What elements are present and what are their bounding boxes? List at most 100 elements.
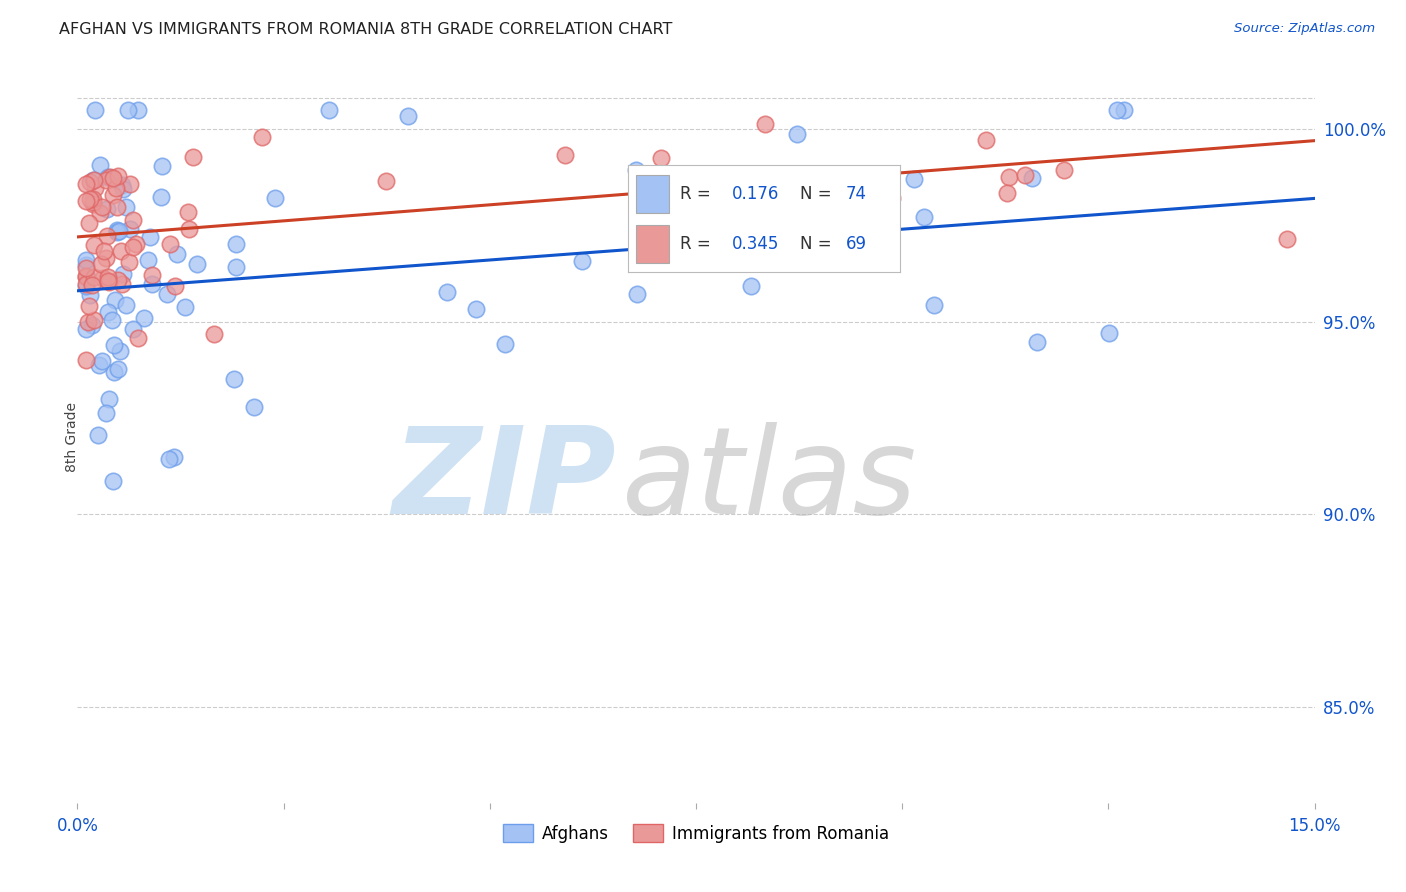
Point bbox=[96, 228, 118, 243]
Point bbox=[243, 400, 266, 414]
Point bbox=[101, 474, 124, 488]
Point bbox=[186, 257, 208, 271]
Point bbox=[107, 362, 129, 376]
Point bbox=[87, 358, 110, 372]
Text: N =: N = bbox=[800, 186, 831, 203]
Point bbox=[82, 193, 104, 207]
Y-axis label: 8th Grade: 8th Grade bbox=[65, 402, 79, 472]
Point bbox=[94, 406, 117, 420]
Point bbox=[464, 301, 486, 316]
Point bbox=[83, 312, 105, 326]
Text: N =: N = bbox=[800, 235, 831, 253]
Point bbox=[75, 269, 97, 284]
Point bbox=[77, 316, 100, 330]
Point bbox=[105, 226, 128, 240]
Point bbox=[75, 268, 97, 283]
Point bbox=[163, 450, 186, 464]
Point bbox=[90, 200, 112, 214]
Point bbox=[177, 204, 200, 219]
Point bbox=[141, 268, 163, 282]
Point bbox=[82, 277, 104, 292]
Point bbox=[75, 277, 97, 292]
Point bbox=[740, 279, 762, 293]
Point bbox=[90, 257, 112, 271]
Point bbox=[1014, 169, 1036, 183]
Point bbox=[75, 194, 97, 208]
Point bbox=[912, 210, 935, 224]
Point bbox=[1053, 162, 1076, 177]
Point bbox=[786, 127, 808, 141]
Point bbox=[93, 244, 115, 258]
Point bbox=[97, 276, 120, 290]
Point bbox=[115, 200, 138, 214]
Point bbox=[83, 173, 105, 187]
Point bbox=[626, 162, 648, 177]
Point bbox=[754, 117, 776, 131]
Point bbox=[139, 230, 162, 244]
Point bbox=[1275, 232, 1298, 246]
Point bbox=[1021, 170, 1043, 185]
Point bbox=[225, 237, 247, 252]
Point bbox=[202, 327, 225, 342]
Point bbox=[571, 253, 593, 268]
Point bbox=[79, 175, 101, 189]
Point bbox=[396, 109, 419, 123]
Point bbox=[264, 191, 287, 205]
Point bbox=[97, 269, 120, 284]
Point bbox=[222, 372, 245, 386]
Point bbox=[79, 288, 101, 302]
Text: 0.176: 0.176 bbox=[731, 186, 779, 203]
Point bbox=[84, 181, 107, 195]
Point bbox=[82, 197, 104, 211]
FancyBboxPatch shape bbox=[636, 175, 669, 213]
Point bbox=[103, 365, 125, 379]
Text: AFGHAN VS IMMIGRANTS FROM ROMANIA 8TH GRADE CORRELATION CHART: AFGHAN VS IMMIGRANTS FROM ROMANIA 8TH GR… bbox=[59, 22, 672, 37]
Point bbox=[150, 190, 173, 204]
Point bbox=[672, 244, 695, 259]
Point bbox=[166, 247, 188, 261]
Point bbox=[89, 158, 111, 172]
Point bbox=[75, 279, 97, 293]
Point bbox=[181, 150, 204, 164]
Point bbox=[83, 237, 105, 252]
Point bbox=[107, 169, 129, 183]
Point bbox=[250, 130, 273, 145]
Point bbox=[77, 299, 100, 313]
Point bbox=[89, 206, 111, 220]
Point bbox=[436, 285, 458, 300]
Point bbox=[101, 171, 124, 186]
Point bbox=[683, 224, 706, 238]
Text: Source: ZipAtlas.com: Source: ZipAtlas.com bbox=[1234, 22, 1375, 36]
Point bbox=[132, 311, 155, 326]
Point bbox=[75, 353, 97, 368]
Point bbox=[903, 172, 925, 186]
Legend: Afghans, Immigrants from Romania: Afghans, Immigrants from Romania bbox=[496, 818, 896, 849]
Point bbox=[91, 354, 114, 368]
Point bbox=[122, 240, 145, 254]
Point bbox=[105, 200, 128, 214]
Point bbox=[159, 237, 181, 252]
Point bbox=[225, 260, 247, 274]
Point bbox=[75, 252, 97, 267]
Point bbox=[1112, 103, 1135, 117]
Point bbox=[494, 337, 516, 351]
Point bbox=[105, 222, 128, 236]
Text: R =: R = bbox=[679, 186, 710, 203]
Point bbox=[636, 203, 658, 218]
Point bbox=[112, 267, 135, 281]
Point bbox=[97, 305, 120, 319]
Point bbox=[554, 148, 576, 162]
Text: 69: 69 bbox=[846, 235, 868, 253]
Text: atlas: atlas bbox=[621, 423, 917, 540]
Text: ZIP: ZIP bbox=[392, 423, 616, 540]
Point bbox=[110, 244, 132, 258]
Point bbox=[108, 224, 131, 238]
Point bbox=[995, 186, 1018, 200]
Point bbox=[104, 293, 127, 307]
Point bbox=[76, 270, 98, 285]
Point bbox=[97, 169, 120, 184]
Point bbox=[75, 258, 97, 272]
Point bbox=[127, 331, 149, 345]
Point bbox=[75, 261, 97, 276]
Point bbox=[374, 174, 396, 188]
